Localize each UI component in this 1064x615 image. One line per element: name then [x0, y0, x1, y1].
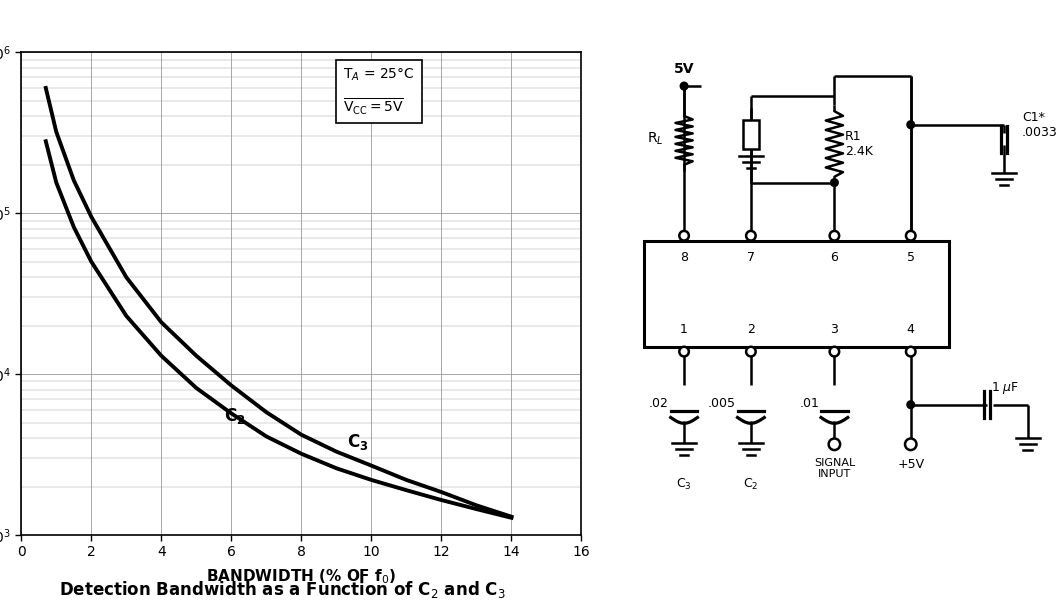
- Circle shape: [746, 347, 755, 357]
- Text: 5V: 5V: [674, 62, 695, 76]
- Text: R1
2.4K: R1 2.4K: [845, 130, 872, 158]
- Bar: [743, 120, 760, 149]
- Text: C$_3$: C$_3$: [677, 477, 692, 492]
- Text: $\mathbf{C_2}$: $\mathbf{C_2}$: [225, 406, 246, 426]
- Circle shape: [830, 231, 839, 240]
- Text: 7: 7: [747, 251, 754, 264]
- Circle shape: [831, 179, 838, 186]
- Circle shape: [905, 438, 916, 450]
- Bar: [644, 240, 949, 347]
- Circle shape: [907, 121, 915, 129]
- Text: T$_A$ = 25°C
$\overline{\mathrm{V_{CC} = 5V}}$: T$_A$ = 25°C $\overline{\mathrm{V_{CC} =…: [344, 67, 415, 117]
- Text: 1: 1: [680, 323, 688, 336]
- Circle shape: [830, 347, 839, 357]
- Text: +5V: +5V: [897, 458, 925, 471]
- Text: .005: .005: [708, 397, 735, 410]
- Text: .02: .02: [649, 397, 669, 410]
- Text: 4: 4: [907, 323, 915, 336]
- Text: 2: 2: [747, 323, 754, 336]
- Circle shape: [680, 82, 688, 90]
- X-axis label: BANDWIDTH (% OF f$_0$): BANDWIDTH (% OF f$_0$): [206, 568, 397, 587]
- Circle shape: [829, 438, 841, 450]
- Text: SIGNAL
INPUT: SIGNAL INPUT: [814, 458, 855, 480]
- Circle shape: [907, 401, 915, 408]
- Text: 1 $\mu$F: 1 $\mu$F: [991, 380, 1019, 396]
- Text: 5: 5: [907, 251, 915, 264]
- Text: Detection Bandwidth as a Function of C$_2$ and C$_3$: Detection Bandwidth as a Function of C$_…: [59, 579, 505, 600]
- Text: C1*
.0033: C1* .0033: [1021, 111, 1058, 139]
- Text: 8: 8: [680, 251, 688, 264]
- Circle shape: [905, 231, 915, 240]
- Circle shape: [679, 347, 688, 357]
- Text: 6: 6: [831, 251, 838, 264]
- Circle shape: [746, 231, 755, 240]
- Text: 3: 3: [831, 323, 838, 336]
- Text: R$_L$: R$_L$: [647, 131, 664, 148]
- Text: $\mathbf{C_3}$: $\mathbf{C_3}$: [347, 432, 368, 452]
- Text: C$_2$: C$_2$: [743, 477, 759, 492]
- Circle shape: [905, 347, 915, 357]
- Circle shape: [679, 231, 688, 240]
- Text: .01: .01: [799, 397, 819, 410]
